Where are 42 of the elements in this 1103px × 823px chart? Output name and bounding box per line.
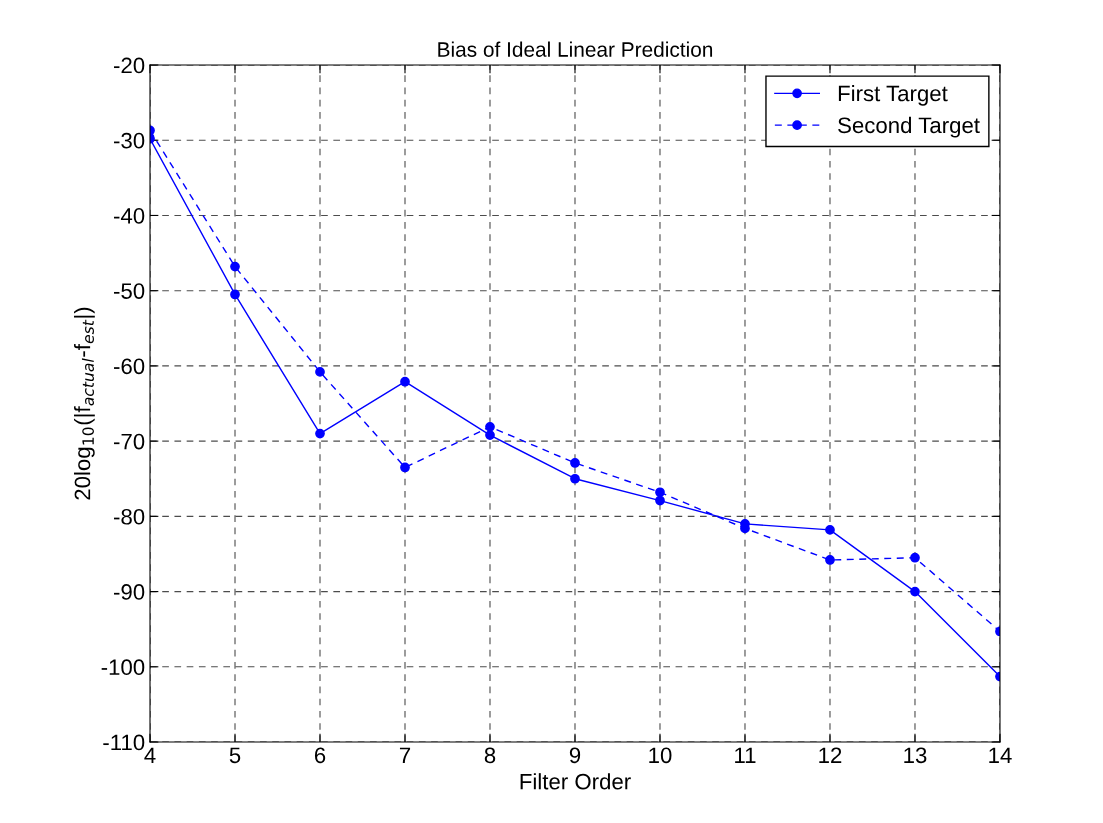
point [825, 555, 835, 565]
point [315, 428, 325, 439]
point [230, 289, 240, 300]
x-tick-label: 8 [484, 747, 496, 764]
x-tick-label: 7 [399, 747, 411, 763]
legend-label: Second Target [838, 116, 980, 138]
y-tick-label: -20 [114, 57, 145, 74]
point [485, 430, 495, 440]
point [570, 473, 580, 484]
point [655, 487, 665, 498]
point [570, 458, 580, 468]
x-tick-label: 5 [229, 747, 241, 764]
point [910, 586, 920, 597]
x-tick-label: 4 [144, 747, 156, 763]
x-tick-label: 9 [569, 747, 581, 764]
y-tick-label: -40 [114, 208, 145, 224]
y-tick-label: -60 [114, 358, 145, 375]
y-tick-label: -100 [101, 659, 145, 676]
y-tick-label: -80 [114, 508, 145, 525]
x-tick-label: 6 [314, 747, 326, 764]
y-axis-title: 20log$_{10}$(|f$_{actual}$-f$_{est}$|) [74, 307, 95, 500]
point [400, 376, 410, 387]
y-tick-label: -90 [114, 584, 145, 600]
x-tick-label: 14 [989, 747, 1012, 763]
x-tick-label: 13 [904, 747, 927, 764]
point [400, 462, 410, 473]
y-tick-label: -110 [103, 734, 145, 751]
point [910, 552, 920, 563]
x-tick-label: 11 [735, 747, 756, 763]
x-tick-label: 12 [819, 747, 842, 763]
y-tick-label: -50 [114, 283, 145, 299]
chart-title: Bias of Ideal Linear Prediction [438, 41, 713, 57]
x-tick-label: 10 [649, 747, 672, 764]
legend-label: First Target [838, 85, 948, 106]
point [230, 261, 240, 272]
point [655, 495, 665, 506]
point [825, 525, 835, 535]
y-tick-label: -70 [114, 433, 145, 450]
point [485, 421, 495, 432]
y-tick-label: -30 [114, 132, 145, 149]
x-axis-title: Filter Order [520, 773, 631, 790]
point [315, 367, 325, 377]
